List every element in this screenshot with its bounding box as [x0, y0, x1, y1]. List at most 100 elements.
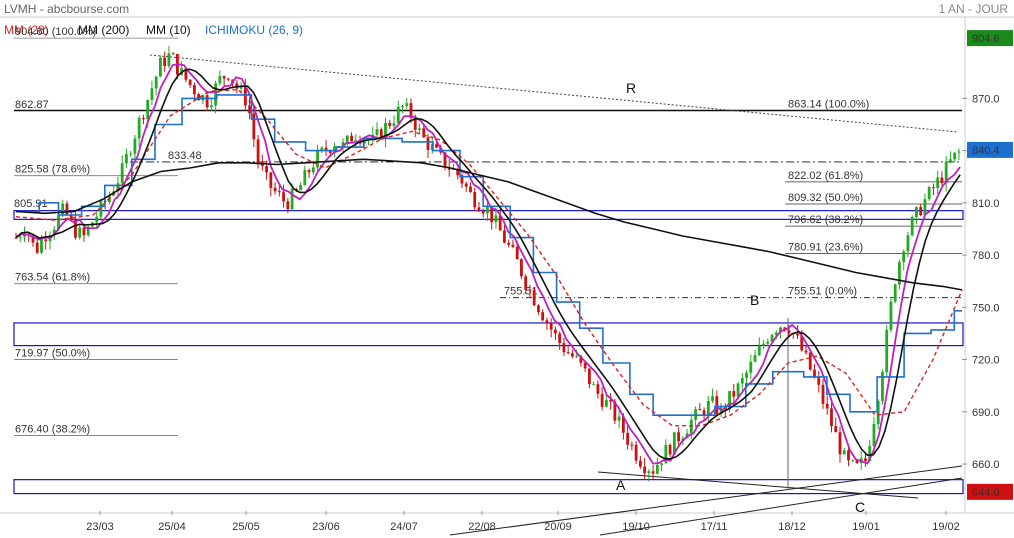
- candle-body: [401, 105, 404, 107]
- candle: [915, 206, 918, 225]
- candle-body: [898, 262, 901, 285]
- candle: [537, 304, 540, 315]
- candle-body: [384, 122, 387, 139]
- candle-body: [600, 393, 604, 407]
- candle-body: [69, 214, 73, 219]
- candle-body: [745, 372, 748, 378]
- candle-body: [78, 227, 82, 238]
- candle-body: [184, 68, 188, 80]
- fib-right-label-2: 809.32 (50.0%): [788, 192, 863, 204]
- candle-body: [876, 400, 880, 424]
- candle: [307, 168, 311, 179]
- candle: [592, 381, 596, 386]
- candle: [426, 133, 430, 159]
- candle: [299, 182, 302, 191]
- candle: [375, 122, 379, 139]
- mm10-line: [15, 68, 961, 460]
- candle: [842, 448, 846, 455]
- candle: [277, 184, 281, 197]
- candle: [469, 182, 472, 193]
- candle: [706, 395, 710, 423]
- candle: [638, 455, 642, 469]
- candle-body: [774, 332, 778, 336]
- candle-body: [770, 335, 774, 342]
- candle-body: [583, 362, 587, 369]
- candle-body: [426, 137, 430, 151]
- x-tick-label: 17/11: [701, 521, 728, 533]
- candle-body: [494, 215, 498, 223]
- candle: [919, 203, 923, 217]
- candle: [711, 388, 714, 403]
- candle: [460, 173, 464, 189]
- candle: [303, 165, 307, 186]
- candle-body: [252, 113, 256, 140]
- candle-body: [243, 86, 247, 106]
- candle-body: [838, 432, 842, 455]
- candle-body: [218, 76, 222, 84]
- candle-body: [116, 183, 120, 192]
- candle-body: [197, 94, 201, 101]
- candle-body: [872, 423, 876, 447]
- candle: [851, 459, 855, 463]
- candle: [643, 458, 647, 479]
- candle-body: [222, 76, 226, 79]
- candle-body: [435, 144, 438, 148]
- candle-body: [626, 432, 630, 445]
- candle: [838, 426, 842, 463]
- candle: [188, 79, 192, 89]
- candle-body: [571, 353, 574, 357]
- chart-title: LVMH - abcbourse.com: [4, 2, 129, 16]
- candle: [78, 223, 82, 240]
- candle: [396, 100, 400, 126]
- legend-ichimoku: ICHIMOKU (26, 9): [205, 23, 303, 37]
- candle: [902, 249, 906, 271]
- candle: [545, 317, 549, 330]
- candle-body: [209, 105, 213, 108]
- legend-mm10: MM (10): [146, 23, 191, 37]
- candle: [932, 183, 935, 196]
- candle: [596, 380, 600, 399]
- candle: [732, 383, 736, 406]
- candle-body: [350, 135, 353, 142]
- support-trend-line-2: [599, 477, 963, 536]
- mm200-line: [15, 158, 963, 291]
- candle-body: [188, 79, 192, 86]
- candle-body: [248, 105, 252, 114]
- candle-body: [511, 244, 515, 247]
- candle-body: [932, 187, 935, 189]
- candle-body: [655, 464, 659, 474]
- candle: [677, 427, 680, 447]
- candle-body: [927, 187, 931, 200]
- candle: [566, 344, 570, 355]
- candle-body: [885, 329, 889, 373]
- x-tick-label: 20/09: [544, 521, 572, 533]
- candle-body: [919, 207, 923, 216]
- candle-body: [396, 106, 400, 124]
- candle-body: [44, 239, 48, 242]
- candle-body: [86, 226, 90, 236]
- candle: [269, 171, 273, 197]
- candle-body: [910, 217, 914, 236]
- candle-body: [35, 242, 39, 253]
- candle: [226, 77, 230, 82]
- candle: [804, 345, 808, 355]
- candle-body: [490, 207, 494, 223]
- candle: [630, 441, 634, 451]
- x-tick-label: 23/03: [86, 521, 114, 533]
- candle-body: [316, 150, 319, 168]
- candle: [324, 139, 328, 156]
- candle: [388, 119, 392, 129]
- candle-body: [477, 207, 481, 212]
- candle: [936, 170, 940, 195]
- candle-body: [167, 53, 171, 67]
- y-tick-label: 690.0: [972, 407, 1000, 419]
- candle-body: [524, 276, 528, 290]
- candle: [881, 369, 884, 405]
- candle-body: [150, 88, 154, 101]
- candle-body: [528, 289, 532, 291]
- candle: [847, 447, 850, 467]
- support-zones: [13, 210, 964, 495]
- candle-body: [953, 152, 957, 160]
- candle-body: [804, 350, 808, 353]
- candle-body: [647, 471, 651, 474]
